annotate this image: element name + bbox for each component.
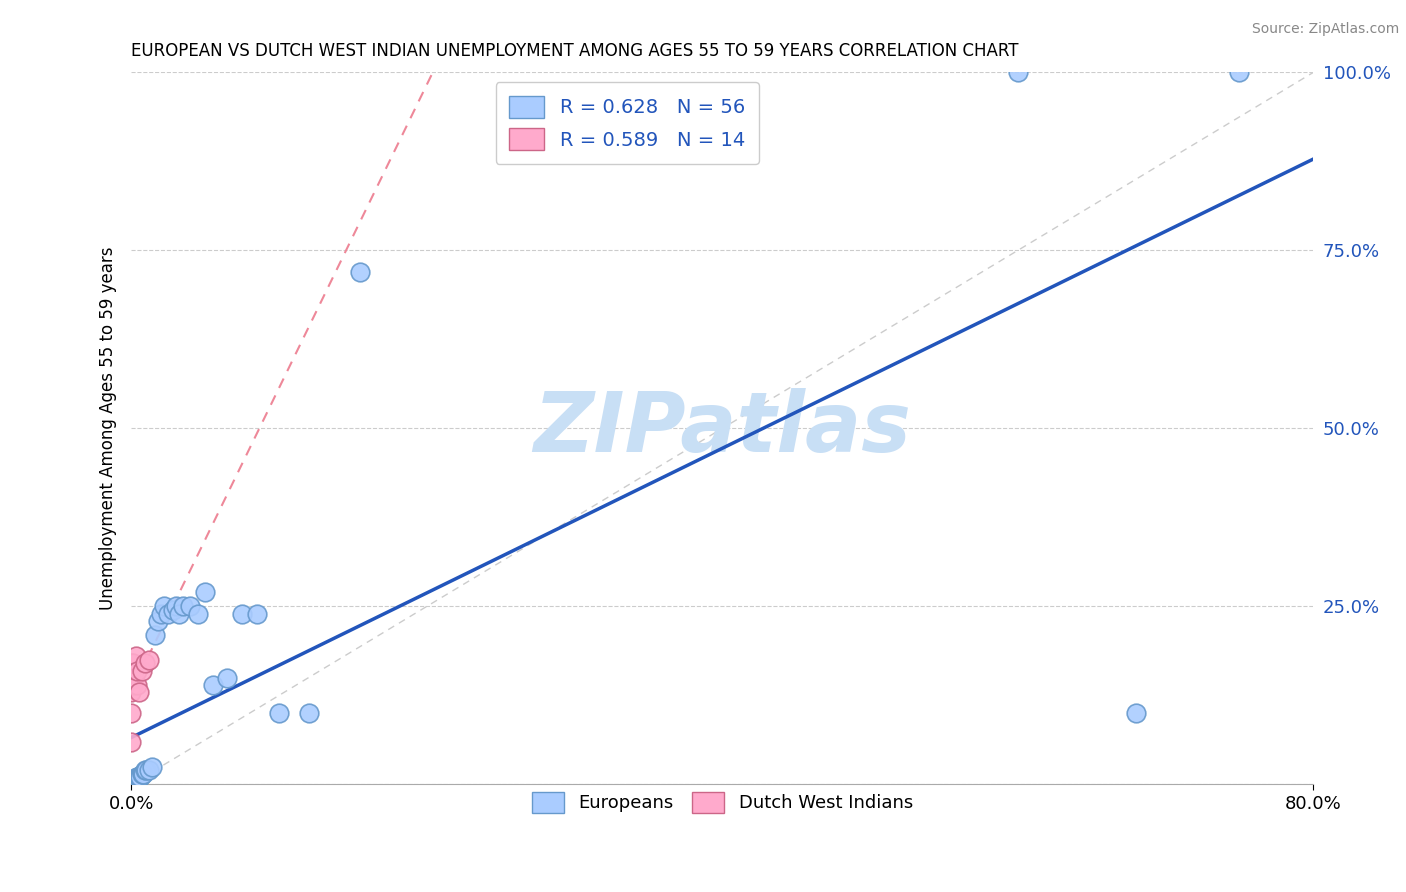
Point [165,599,187,614]
Point [120,777,142,791]
Point [217,671,239,685]
Point [129,770,152,784]
Point [125,777,148,791]
Point [349,265,371,279]
Point [121,777,143,791]
Point [128,685,150,699]
Point [152,599,174,614]
Point [131,664,153,678]
Point [141,759,163,773]
Point [194,585,217,599]
Point [267,706,290,721]
Y-axis label: Unemployment Among Ages 55 to 59 years: Unemployment Among Ages 55 to 59 years [100,247,117,610]
Point [122,777,145,791]
Text: ZIPatlas: ZIPatlas [533,388,911,469]
Text: Source: ZipAtlas.com: Source: ZipAtlas.com [1251,22,1399,37]
Point [120,706,142,721]
Point [120,685,142,699]
Point [120,735,142,749]
Point [128,770,150,784]
Point [138,653,160,667]
Point [122,671,145,685]
Point [131,766,153,780]
Point [149,607,172,621]
Point [138,763,160,777]
Point [143,628,166,642]
Point [1125,706,1147,721]
Point [1229,65,1251,79]
Point [129,770,152,784]
Point [121,678,143,692]
Point [121,777,143,791]
Text: EUROPEAN VS DUTCH WEST INDIAN UNEMPLOYMENT AMONG AGES 55 TO 59 YEARS CORRELATION: EUROPEAN VS DUTCH WEST INDIAN UNEMPLOYME… [131,42,1019,60]
Point [167,607,190,621]
Point [120,777,142,791]
Point [122,777,145,791]
Point [201,678,224,692]
Point [120,777,142,791]
Point [134,763,156,777]
Point [1007,65,1029,79]
Point [120,777,142,791]
Point [120,777,142,791]
Point [120,657,142,671]
Point [179,599,201,614]
Point [162,603,184,617]
Point [120,777,142,791]
Point [120,777,142,791]
Point [132,766,155,780]
Point [297,706,319,721]
Point [127,770,149,784]
Legend: Europeans, Dutch West Indians: Europeans, Dutch West Indians [519,779,925,825]
Point [122,777,145,791]
Point [135,763,157,777]
Point [125,777,148,791]
Point [120,777,142,791]
Point [127,664,149,678]
Point [172,599,194,614]
Point [157,607,180,621]
Point [120,777,142,791]
Point [128,770,150,784]
Point [187,607,209,621]
Point [121,777,143,791]
Point [120,777,142,791]
Point [132,766,155,780]
Point [125,777,148,791]
Point [122,777,145,791]
Point [146,614,169,628]
Point [246,607,269,621]
Point [127,678,149,692]
Point [231,607,253,621]
Point [134,657,156,671]
Point [128,770,150,784]
Point [121,657,143,671]
Point [127,770,149,784]
Point [125,649,148,664]
